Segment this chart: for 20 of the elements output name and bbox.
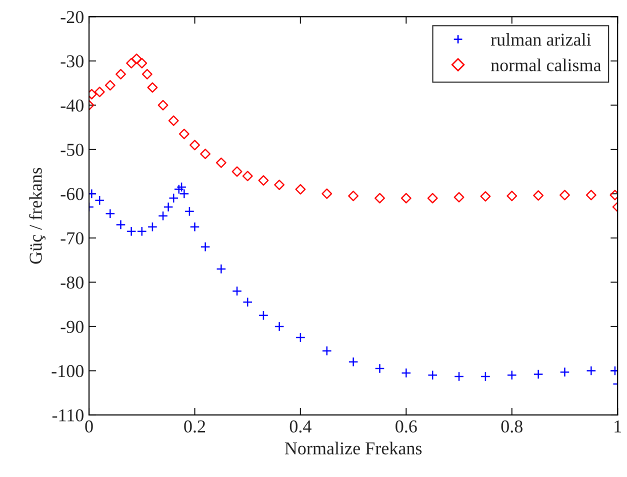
y-tick-label: -20 (60, 10, 84, 24)
y-tick-label: -100 (52, 364, 84, 378)
x-tick-label: 0.6 (396, 420, 417, 433)
y-tick-label: -40 (60, 99, 84, 112)
x-tick-label: 0 (85, 420, 93, 433)
x-tick-label: 1 (614, 420, 622, 432)
x-tick-label: 0.4 (290, 420, 312, 433)
y-tick-label: -110 (52, 409, 84, 422)
y-axis-title: Güç / frekans (28, 168, 46, 264)
x-axis-title: Normalize Frekans (284, 442, 422, 454)
y-tick-label: -80 (60, 276, 84, 289)
y-tick-label: -30 (60, 55, 84, 68)
legend-label: normal calisma (490, 58, 602, 72)
y-tick-label: -70 (60, 232, 84, 244)
y-tick-label: -60 (60, 188, 84, 200)
x-tick-label: 0.2 (184, 420, 206, 433)
legend-label: rulman arizali (490, 33, 591, 46)
y-tick-label: -50 (60, 144, 84, 156)
x-tick-label: 0.8 (501, 420, 522, 433)
y-tick-label: -90 (60, 320, 84, 333)
